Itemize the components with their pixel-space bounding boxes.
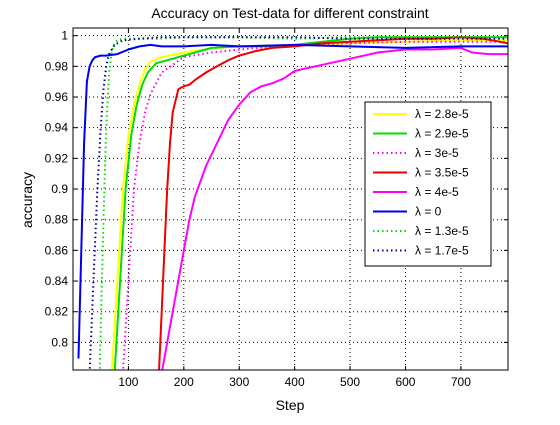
y-tick-label: 0.8 bbox=[51, 335, 68, 349]
legend-label: λ = 3e-5 bbox=[415, 146, 459, 160]
x-tick-label: 400 bbox=[285, 375, 305, 389]
y-tick-label: 0.96 bbox=[45, 90, 69, 104]
legend-label: λ = 2.8e-5 bbox=[415, 107, 469, 121]
grid bbox=[73, 28, 508, 370]
y-tick-label: 1 bbox=[61, 29, 68, 43]
legend-label: λ = 4e-5 bbox=[415, 185, 459, 199]
x-tick-label: 700 bbox=[451, 375, 471, 389]
series-line-7 bbox=[98, 36, 508, 370]
y-tick-label: 0.9 bbox=[51, 182, 68, 196]
chart-title: Accuracy on Test-data for different cons… bbox=[151, 5, 428, 21]
series-line-6 bbox=[77, 43, 508, 359]
legend-box bbox=[364, 101, 492, 267]
plot-frame bbox=[72, 27, 509, 371]
legend-label: λ = 1.7e-5 bbox=[415, 244, 469, 258]
legend: λ = 2.8e-5 λ = 2.9e-5 λ = 3e-5 λ = 3.5e-5 λ … bbox=[364, 101, 492, 267]
ticks: 100 200 300 400 500 600 700 0.8 0.82 0.84 0.86 0.88… bbox=[45, 28, 508, 389]
y-tick-label: 0.92 bbox=[45, 151, 69, 165]
series-line-3 bbox=[122, 40, 508, 370]
series-line-8 bbox=[88, 36, 508, 370]
legend-label: λ = 2.9e-5 bbox=[415, 127, 469, 141]
legend-label: λ = 1.3e-5 bbox=[415, 224, 469, 238]
series-lines bbox=[77, 36, 508, 370]
x-axis-label: Step bbox=[276, 397, 305, 413]
series-line-5 bbox=[161, 46, 508, 370]
y-tick-label: 0.98 bbox=[45, 59, 69, 73]
x-tick-label: 100 bbox=[118, 375, 138, 389]
legend-label: λ = 3.5e-5 bbox=[415, 166, 469, 180]
y-tick-label: 0.88 bbox=[45, 213, 69, 227]
legend-label: λ = 0 bbox=[415, 205, 442, 219]
series-line-4 bbox=[158, 36, 508, 370]
y-tick-label: 0.86 bbox=[45, 243, 69, 257]
y-axis-label: accuracy bbox=[19, 172, 35, 228]
x-tick-label: 500 bbox=[340, 375, 360, 389]
x-tick-label: 200 bbox=[174, 375, 194, 389]
x-tick-label: 600 bbox=[395, 375, 415, 389]
y-tick-label: 0.94 bbox=[45, 121, 69, 135]
x-tick-label: 300 bbox=[229, 375, 249, 389]
y-tick-label: 0.84 bbox=[45, 274, 69, 288]
y-tick-label: 0.82 bbox=[45, 305, 69, 319]
